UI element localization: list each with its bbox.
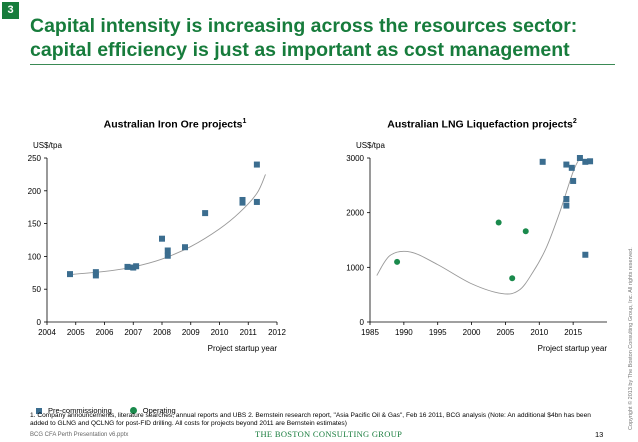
iron-ore-pre-commissioning-point xyxy=(239,199,246,206)
iron-ore-title-footnote-ref: 1 xyxy=(242,118,247,125)
slide-title: Capital intensity is increasing across t… xyxy=(30,15,578,61)
bcg-logo: THE BOSTON CONSULTING GROUP xyxy=(255,429,403,439)
lng-x-tick-label: 2010 xyxy=(530,328,548,337)
copyright-container: Copyright © 2013 by The Boston Consultin… xyxy=(628,200,638,430)
lng-trendline xyxy=(376,157,581,295)
iron-ore-x-tick-label: 2008 xyxy=(153,328,171,337)
iron-ore-x-tick-label: 2011 xyxy=(240,328,258,337)
iron-ore-pre-commissioning-point xyxy=(67,271,73,278)
lng-title-text: Australian LNG Liquefaction projects xyxy=(387,118,573,131)
iron-ore-x-tick-label: 2006 xyxy=(96,328,114,337)
iron-ore-pre-commissioning-point xyxy=(133,263,140,270)
iron-ore-x-tick-label: 2012 xyxy=(268,328,286,337)
iron-ore-trendline xyxy=(67,174,266,276)
lng-operating-point xyxy=(394,258,401,265)
lng-pre-commissioning-point xyxy=(570,177,577,184)
iron-ore-title-text: Australian Iron Ore projects xyxy=(103,118,243,131)
iron-ore-pre-commissioning-point xyxy=(92,272,99,279)
footnote: 1. Company announcements, literature sea… xyxy=(30,412,591,427)
lng-x-tick-label: 1990 xyxy=(395,328,413,337)
iron-ore-x-tick-label: 2004 xyxy=(38,328,56,337)
section-badge: 3 xyxy=(2,2,19,19)
pre-commissioning-square-icon xyxy=(36,407,42,414)
iron-ore-pre-commissioning-point xyxy=(164,252,171,259)
lng-pre-commissioning-point xyxy=(539,158,546,165)
lng-pre-commissioning-point xyxy=(576,155,583,161)
title-divider xyxy=(30,64,615,65)
lng-pre-commissioning-point xyxy=(587,158,594,165)
iron-ore-x-tick-label: 2005 xyxy=(67,328,85,337)
lng-pre-commissioning-point xyxy=(563,161,570,168)
iron-ore-pre-commissioning-point xyxy=(253,161,260,168)
lng-pre-commissioning-point xyxy=(568,164,575,171)
lng-x-tick-label: 2005 xyxy=(497,328,515,337)
iron-ore-y-tick-label: 100 xyxy=(28,252,42,261)
lng-pre-commissioning-point xyxy=(582,251,589,258)
iron-ore-y-tick-label: 250 xyxy=(28,154,42,163)
iron-ore-pre-commissioning-point xyxy=(202,210,209,217)
lng-y-tick-label: 2000 xyxy=(346,209,364,218)
operating-circle-icon xyxy=(129,407,137,414)
lng-y-tick-label: 0 xyxy=(360,318,365,327)
lng-pre-commissioning-point xyxy=(563,202,570,209)
iron-ore-x-tick-label: 2009 xyxy=(182,328,200,337)
lng-title-footnote-ref: 2 xyxy=(572,118,577,125)
iron-ore-chart-title: Australian Iron Ore projects1 xyxy=(60,118,290,131)
lng-x-tick-label: 1995 xyxy=(429,328,447,337)
lng-x-tick-label: 2000 xyxy=(463,328,481,337)
iron-ore-pre-commissioning-point xyxy=(164,247,171,254)
lng-x-tick-label: 1985 xyxy=(361,328,379,337)
lng-x-tick-label: 2015 xyxy=(564,328,582,337)
iron-ore-x-axis-label: Project startup year xyxy=(208,344,278,353)
iron-ore-pre-commissioning-point xyxy=(124,263,131,270)
iron-ore-y-tick-label: 0 xyxy=(37,318,42,327)
copyright-notice: Copyright © 2013 by The Boston Consultin… xyxy=(628,247,634,430)
lng-y-tick-label: 1000 xyxy=(346,263,364,272)
footer-filename: BCG CFA Perth Presentation v6.pptx xyxy=(30,432,129,438)
iron-ore-y-tick-label: 150 xyxy=(28,220,42,229)
lng-operating-point xyxy=(495,219,502,226)
iron-ore-y-axis-label: US$/tpa xyxy=(33,141,62,150)
iron-ore-pre-commissioning-point xyxy=(159,235,165,242)
lng-y-tick-label: 3000 xyxy=(346,154,364,163)
lng-operating-point xyxy=(522,228,529,235)
iron-ore-x-tick-label: 2007 xyxy=(124,328,142,337)
iron-ore-pre-commissioning-point xyxy=(253,198,260,205)
iron-ore-pre-commissioning-point xyxy=(182,244,188,251)
iron-ore-x-tick-label: 2010 xyxy=(211,328,229,337)
iron-ore-pre-commissioning-point xyxy=(92,269,99,276)
lng-x-axis-label: Project startup year xyxy=(538,344,608,353)
lng-pre-commissioning-point xyxy=(582,158,589,165)
legend: Pre-commissioning Operating xyxy=(36,406,176,415)
legend-pre-commissioning: Pre-commissioning xyxy=(48,406,112,415)
page-number: 13 xyxy=(595,430,604,439)
lng-y-axis-label: US$/tpa xyxy=(356,141,385,150)
legend-operating: Operating xyxy=(142,406,176,415)
lng-chart-title: Australian LNG Liquefaction projects2 xyxy=(352,118,612,131)
lng-operating-point xyxy=(509,275,516,282)
iron-ore-y-tick-label: 200 xyxy=(28,187,42,196)
lng-pre-commissioning-point xyxy=(563,196,570,202)
iron-ore-y-tick-label: 50 xyxy=(32,285,41,294)
